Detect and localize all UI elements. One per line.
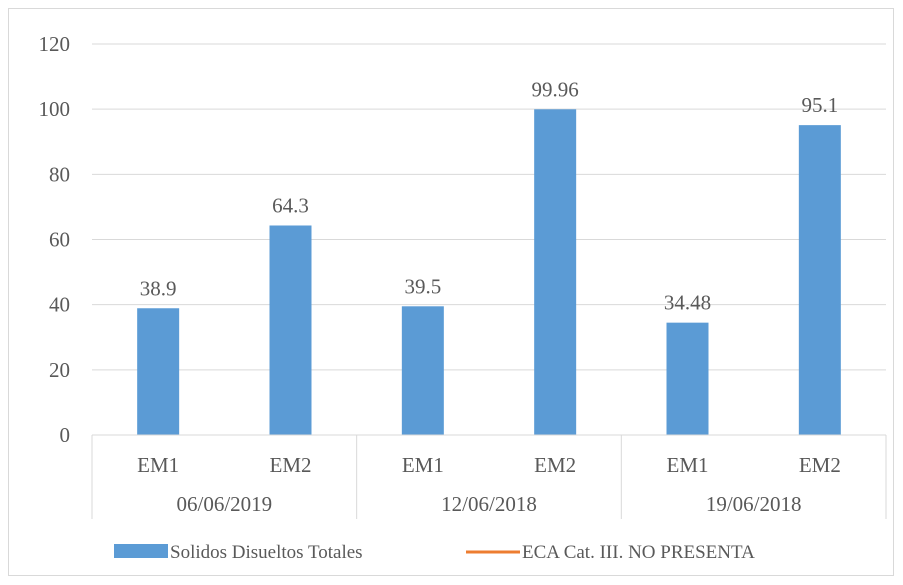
bar bbox=[666, 322, 709, 435]
bar bbox=[401, 306, 444, 435]
data-label: 34.48 bbox=[664, 291, 711, 315]
x-tick-label: EM2 bbox=[534, 453, 576, 477]
data-label: 95.1 bbox=[801, 93, 838, 117]
chart-frame bbox=[8, 8, 894, 576]
legend-label: ECA Cat. III. NO PRESENTA bbox=[522, 542, 755, 563]
y-tick-label: 60 bbox=[49, 228, 70, 252]
y-tick-label: 80 bbox=[49, 162, 70, 186]
bar bbox=[534, 109, 577, 435]
data-label: 64.3 bbox=[272, 193, 309, 217]
data-label: 99.96 bbox=[532, 77, 579, 101]
legend-swatch bbox=[114, 544, 168, 558]
x-tick-label: EM2 bbox=[799, 453, 841, 477]
y-tick-label: 20 bbox=[49, 358, 70, 382]
group-label: 06/06/2019 bbox=[176, 492, 272, 516]
y-tick-label: 100 bbox=[39, 97, 71, 121]
x-tick-label: EM2 bbox=[270, 453, 312, 477]
y-tick-label: 40 bbox=[49, 293, 70, 317]
x-tick-label: EM1 bbox=[402, 453, 444, 477]
group-label: 12/06/2018 bbox=[441, 492, 537, 516]
bar bbox=[798, 125, 841, 435]
x-tick-label: EM1 bbox=[667, 453, 709, 477]
data-label: 38.9 bbox=[140, 276, 177, 300]
data-label: 39.5 bbox=[404, 274, 441, 298]
bar bbox=[137, 308, 180, 435]
y-tick-label: 0 bbox=[60, 423, 71, 447]
group-label: 19/06/2018 bbox=[706, 492, 802, 516]
legend-label: Solidos Disueltos Totales bbox=[170, 542, 363, 563]
y-tick-label: 120 bbox=[39, 32, 71, 56]
x-tick-label: EM1 bbox=[137, 453, 179, 477]
bar bbox=[269, 225, 312, 435]
